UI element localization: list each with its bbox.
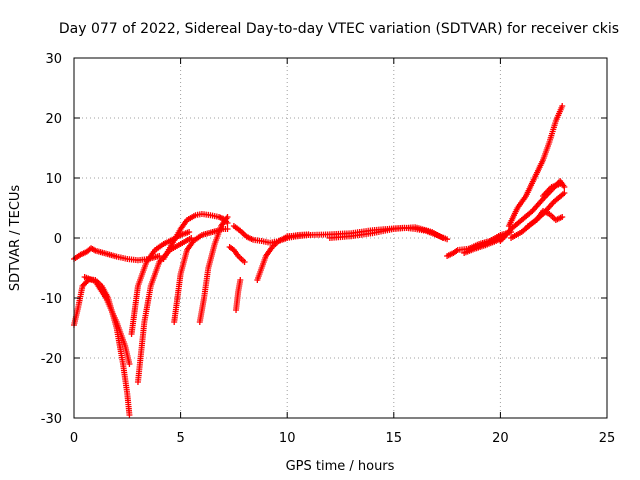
x-tick-label: 15 (386, 431, 403, 446)
data-point (439, 235, 446, 241)
y-tick-label: 0 (54, 232, 62, 247)
x-tick-label: 0 (70, 431, 78, 446)
series-arc-14 (326, 224, 446, 241)
data-point (559, 103, 566, 109)
y-tick-labels: -30 -20 -10 0 10 20 30 (41, 52, 62, 427)
series-arc-6 (171, 226, 231, 325)
data-point (559, 214, 566, 220)
series-arc-10 (226, 244, 248, 265)
x-tick-label: 5 (176, 431, 184, 446)
y-tick-label: -30 (41, 412, 62, 427)
series-arc-4 (134, 235, 195, 385)
series-arc-21 (540, 181, 564, 199)
series-arc-1 (71, 245, 163, 264)
series-arc-20 (525, 208, 566, 229)
data-point (224, 214, 231, 220)
x-tick-label: 20 (492, 431, 509, 446)
data-point (126, 361, 133, 367)
x-axis-label: GPS time / hours (286, 459, 395, 474)
series-arc-9 (233, 277, 244, 313)
x-tick-labels: 0 5 10 15 20 25 (70, 431, 615, 446)
data-points (71, 103, 568, 418)
series-arc-2 (71, 276, 133, 418)
data-point (557, 181, 564, 187)
y-tick-label: 30 (45, 52, 62, 67)
grid-lines (74, 58, 607, 418)
data-point (126, 412, 133, 418)
data-point (444, 236, 451, 243)
series-arc-12 (254, 231, 312, 283)
data-point (237, 277, 244, 283)
y-tick-label: 10 (45, 172, 62, 187)
x-tick-label: 10 (279, 431, 296, 446)
series-arc-8 (196, 214, 231, 325)
data-point (224, 226, 231, 232)
y-tick-label: -10 (41, 292, 62, 307)
data-point (186, 229, 193, 235)
series-arc-3 (81, 274, 133, 367)
y-tick-label: -20 (41, 352, 62, 367)
series-arc-15 (444, 229, 515, 259)
x-tick-label: 25 (599, 431, 616, 446)
y-axis-label: SDTVAR / TECUs (8, 185, 23, 292)
data-point (561, 190, 568, 196)
data-point (156, 253, 163, 259)
tick-marks (73, 57, 608, 419)
y-tick-label: 20 (45, 112, 62, 127)
series-arc-17 (505, 103, 566, 229)
data-point (241, 259, 248, 265)
series-arc-16 (461, 233, 508, 256)
chart-title: Day 077 of 2022, Sidereal Day-to-day VTE… (59, 21, 619, 37)
data-point (561, 184, 568, 190)
